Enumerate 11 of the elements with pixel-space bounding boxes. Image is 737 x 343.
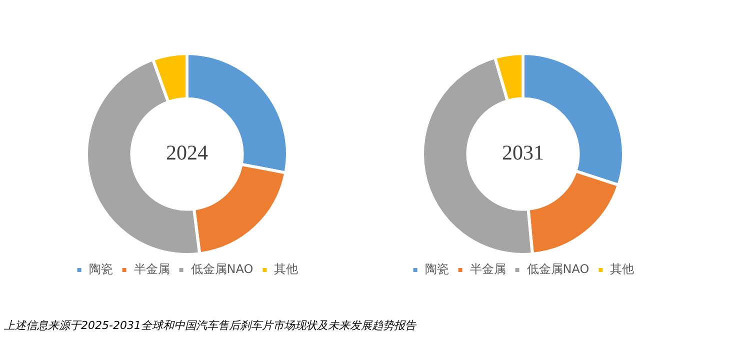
legend-label: 陶瓷 <box>88 262 113 276</box>
legend-label: 低金属NAO <box>526 262 590 276</box>
text: 2031 <box>502 140 544 165</box>
legend-label: 半金属 <box>470 262 506 276</box>
text: 上述信息来源于2025-2031全球和中国汽车售后刹车片市场现状及未来发展趋势报告 <box>4 318 416 333</box>
legend-label: 其他 <box>610 262 634 276</box>
legend-label: 陶瓷 <box>424 262 449 276</box>
legend-label: 其他 <box>274 262 298 276</box>
legend-label: 低金属NAO <box>190 262 254 276</box>
legend-label: 半金属 <box>134 262 170 276</box>
text: 2024 <box>166 140 208 165</box>
